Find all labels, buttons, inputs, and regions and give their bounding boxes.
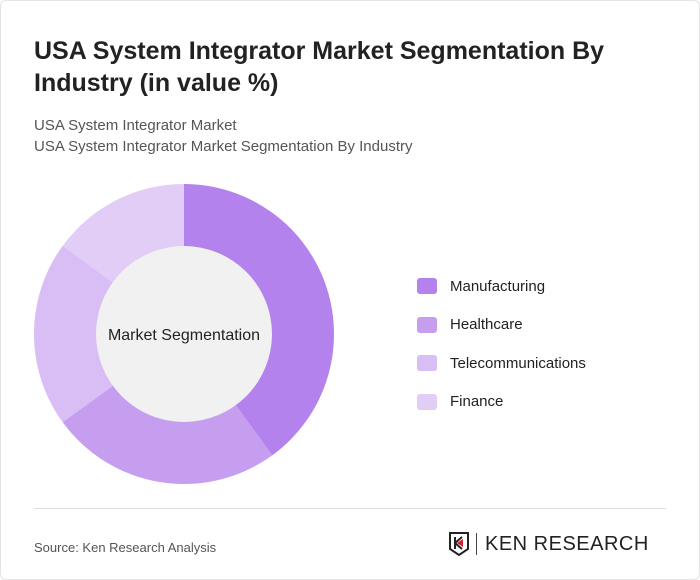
logo-divider xyxy=(476,533,477,555)
legend-item-healthcare[interactable]: Healthcare xyxy=(417,306,586,345)
legend-swatch xyxy=(417,278,437,295)
logo-shield-icon xyxy=(449,532,469,556)
donut-chart: Market Segmentation xyxy=(33,184,334,485)
legend-item-finance[interactable]: Finance xyxy=(417,383,586,422)
legend-label: Telecommunications xyxy=(450,354,586,372)
legend: Manufacturing Healthcare Telecommunication… xyxy=(417,267,586,421)
legend-swatch xyxy=(417,316,437,333)
chart-subtitle-2: USA System Integrator Market Segmentatio… xyxy=(34,138,413,155)
center-label: Market Segmentation xyxy=(108,327,260,344)
chart-subtitle: USA System Integrator Market xyxy=(34,117,237,134)
legend-item-telecommunications[interactable]: Telecommunications xyxy=(417,344,586,383)
donut-hole xyxy=(96,246,272,422)
legend-swatch xyxy=(417,393,437,410)
legend-label: Manufacturing xyxy=(450,277,546,295)
legend-item-manufacturing[interactable]: Manufacturing xyxy=(417,267,586,306)
logo-text: KEN RESEARCH xyxy=(485,532,649,555)
legend-label: Finance xyxy=(450,393,504,411)
legend-label: Healthcare xyxy=(450,316,523,334)
divider xyxy=(34,508,666,509)
chart-title: USA System Integrator Market Segmentatio… xyxy=(34,37,605,97)
ken-research-logo: KEN RESEARCH xyxy=(448,532,649,556)
legend-swatch xyxy=(417,355,437,372)
source-text: Source: Ken Research Analysis xyxy=(34,540,217,555)
